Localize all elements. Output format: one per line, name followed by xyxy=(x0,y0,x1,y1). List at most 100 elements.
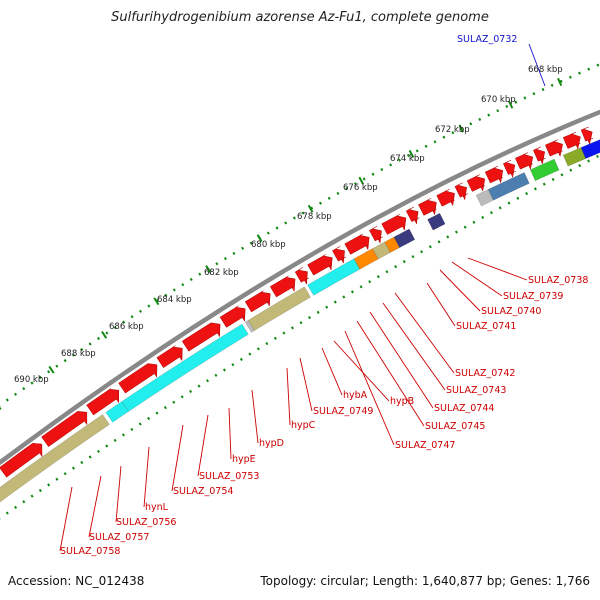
cds-feature xyxy=(545,139,563,158)
leader-line xyxy=(333,340,390,402)
leader-line xyxy=(286,367,291,426)
leader-line xyxy=(467,257,528,281)
scale-tick xyxy=(408,149,415,158)
label-sulaz-0740[interactable]: SULAZ_0740 xyxy=(481,306,541,317)
cds-feature xyxy=(562,132,581,150)
cds-feature xyxy=(269,275,296,298)
cds-feature xyxy=(344,233,370,255)
tick-label-674: 674 kbp xyxy=(390,154,425,164)
leader-line xyxy=(143,446,150,508)
cds-feature xyxy=(181,322,221,352)
label-hyba[interactable]: hybA xyxy=(343,390,368,401)
tick-label-682: 682 kbp xyxy=(204,268,239,278)
tick-label-670: 670 kbp xyxy=(481,95,516,105)
cds-feature xyxy=(307,254,333,276)
gene-block xyxy=(427,212,446,231)
gene-block xyxy=(0,414,110,503)
accession-text: Accession: NC_012438 xyxy=(8,574,145,588)
gene-block xyxy=(529,158,560,182)
cds-feature xyxy=(118,363,158,394)
label-sulaz-0742[interactable]: SULAZ_0742 xyxy=(455,368,515,379)
scale-tick xyxy=(205,265,212,273)
leader-line xyxy=(115,465,122,523)
scale-tick xyxy=(153,297,160,306)
cds-feature xyxy=(515,152,534,171)
label-sulaz-0753[interactable]: SULAZ_0753 xyxy=(199,471,259,482)
scale-tick xyxy=(256,234,263,243)
tick-label-678: 678 kbp xyxy=(297,212,332,222)
leader-line xyxy=(197,414,209,477)
leader-line xyxy=(528,43,546,87)
leader-line xyxy=(382,302,446,391)
gene-block xyxy=(121,323,249,412)
label-sulaz-0745[interactable]: SULAZ_0745 xyxy=(425,421,485,432)
cds-feature xyxy=(436,189,455,207)
leader-line xyxy=(451,261,503,297)
forward-strand-genes xyxy=(0,126,594,478)
leader-line xyxy=(171,424,184,492)
gene-block xyxy=(247,286,311,331)
leader-line xyxy=(439,269,481,312)
cds-feature xyxy=(533,146,546,165)
genome-summary-text: Topology: circular; Length: 1,640,877 bp… xyxy=(260,574,590,588)
cds-feature xyxy=(381,214,407,235)
label-sulaz-0758[interactable]: SULAZ_0758 xyxy=(60,546,120,557)
leader-line xyxy=(356,320,425,427)
label-hypd[interactable]: hypD xyxy=(259,438,284,449)
label-sulaz-0732[interactable]: SULAZ_0732 xyxy=(457,34,517,45)
scale-tick xyxy=(48,365,55,374)
map-title: Sulfurihydrogenibium azorense Az-Fu1, co… xyxy=(111,10,489,25)
tick-label-684: 684 kbp xyxy=(157,295,192,305)
label-sulaz-0757[interactable]: SULAZ_0757 xyxy=(89,532,149,543)
leader-line xyxy=(344,330,395,446)
tick-label-690: 690 kbp xyxy=(14,375,49,385)
cds-feature xyxy=(454,182,468,201)
label-sulaz-0741[interactable]: SULAZ_0741 xyxy=(456,321,516,332)
label-sulaz-0739[interactable]: SULAZ_0739 xyxy=(503,291,563,302)
backbone-outer xyxy=(0,109,600,466)
leader-line xyxy=(426,282,456,327)
label-hypc[interactable]: hypC xyxy=(291,420,316,431)
gene-block xyxy=(487,172,530,201)
cds-feature xyxy=(405,206,420,225)
scale-tick xyxy=(307,204,314,213)
feature-label-leaders xyxy=(59,43,546,552)
scale-tick xyxy=(101,330,108,339)
inner-scale-ring xyxy=(0,153,600,520)
gene-block xyxy=(580,139,600,159)
leader-line xyxy=(251,389,259,444)
label-hypb[interactable]: hypB xyxy=(390,396,414,407)
tick-label-668: 668 kbp xyxy=(528,65,563,75)
scale-tick xyxy=(358,176,365,185)
gene-block xyxy=(393,228,416,248)
scale-tick-marks xyxy=(0,77,563,410)
tick-label-680: 680 kbp xyxy=(251,240,286,250)
leader-line xyxy=(228,407,232,460)
label-sulaz-0754[interactable]: SULAZ_0754 xyxy=(173,486,233,497)
leader-line xyxy=(369,311,434,409)
tick-label-688: 688 kbp xyxy=(61,349,96,359)
leader-line xyxy=(88,475,102,538)
cds-feature xyxy=(156,345,183,369)
label-sulaz-0743[interactable]: SULAZ_0743 xyxy=(446,385,506,396)
label-sulaz-0738[interactable]: SULAZ_0738 xyxy=(528,275,588,286)
leader-line xyxy=(299,357,313,412)
cds-feature xyxy=(294,267,310,285)
cds-feature xyxy=(332,246,347,264)
label-sulaz-0756[interactable]: SULAZ_0756 xyxy=(116,517,176,528)
scale-ring xyxy=(0,62,600,407)
label-sulaz-0749[interactable]: SULAZ_0749 xyxy=(313,406,373,417)
label-sulaz-0744[interactable]: SULAZ_0744 xyxy=(434,403,494,414)
cds-feature xyxy=(41,411,88,448)
scale-tick xyxy=(508,100,514,109)
feature-labels: SULAZ_0732 SULAZ_0738 SULAZ_0739 SULAZ_0… xyxy=(60,34,588,557)
leader-line xyxy=(321,347,343,396)
tick-label-686: 686 kbp xyxy=(109,322,144,332)
cds-feature xyxy=(466,174,486,192)
label-hype[interactable]: hypE xyxy=(232,454,256,465)
leader-line xyxy=(59,486,73,552)
label-hynl[interactable]: hynL xyxy=(145,502,169,513)
label-sulaz-0747[interactable]: SULAZ_0747 xyxy=(395,440,455,451)
